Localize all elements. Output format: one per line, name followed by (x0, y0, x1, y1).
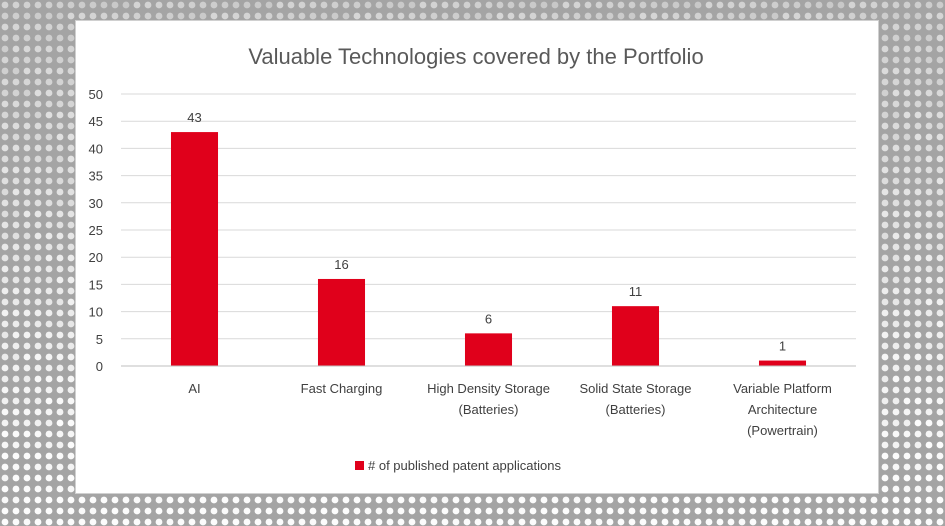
y-tick-label: 10 (89, 305, 103, 320)
category-label: AI (188, 381, 200, 396)
bar-chart: Valuable Technologies covered by the Por… (89, 44, 856, 473)
y-tick-label: 5 (96, 332, 103, 347)
category-label: Solid State Storage (Batteries) (579, 381, 691, 417)
chart-title: Valuable Technologies covered by the Por… (248, 44, 703, 69)
data-label: 6 (485, 311, 492, 326)
data-label: 1 (779, 339, 786, 354)
bar (464, 333, 513, 366)
category-label: Fast Charging (301, 381, 383, 396)
y-tick-label: 25 (89, 223, 103, 238)
data-label: 16 (334, 257, 348, 272)
y-axis: 0 5 10 15 20 25 30 35 40 45 50 (89, 87, 103, 374)
legend-swatch (355, 461, 364, 470)
y-tick-label: 20 (89, 250, 103, 265)
bar (758, 360, 807, 366)
y-tick-label: 15 (89, 277, 103, 292)
category-label: High Density Storage (Batteries) (427, 381, 550, 417)
legend-label: # of published patent applications (368, 458, 561, 473)
gridlines (121, 93, 856, 340)
data-label: 11 (629, 284, 643, 299)
bar (611, 306, 660, 366)
bar (317, 278, 366, 366)
category-label: Variable Platform Architecture (Powertrain… (733, 381, 832, 438)
data-label: 43 (187, 110, 201, 125)
y-tick-label: 40 (89, 141, 103, 156)
bar (170, 132, 219, 366)
x-axis: AI Fast Charging High Density Storage (Batt… (121, 365, 856, 438)
y-tick-label: 45 (89, 114, 103, 129)
legend: # of published patent applications (355, 458, 561, 473)
y-tick-label: 30 (89, 196, 103, 211)
chart-panel: Valuable Technologies covered by the Por… (75, 20, 879, 494)
y-tick-label: 0 (96, 359, 103, 374)
y-tick-label: 50 (89, 87, 103, 102)
y-tick-label: 35 (89, 169, 103, 184)
